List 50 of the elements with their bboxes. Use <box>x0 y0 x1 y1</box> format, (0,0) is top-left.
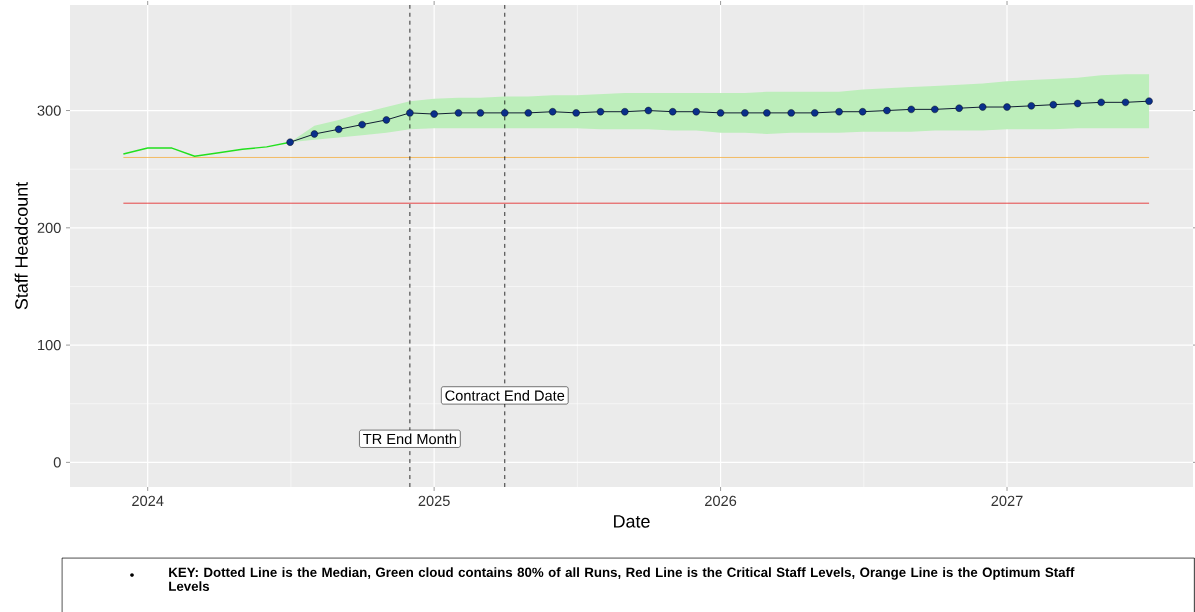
point <box>430 110 438 118</box>
point <box>1121 98 1130 106</box>
point <box>572 109 580 117</box>
point <box>883 106 891 115</box>
point <box>1097 98 1105 106</box>
y-tick-label: 200 <box>37 222 61 233</box>
point <box>907 105 915 114</box>
y-tick-label: 100 <box>38 339 61 351</box>
point <box>310 130 319 138</box>
point <box>955 104 963 112</box>
point <box>1003 103 1011 111</box>
x-tick-label: 2025 <box>418 495 450 507</box>
y-tick-label: 300 <box>37 105 61 116</box>
point <box>621 108 629 116</box>
point <box>644 106 653 115</box>
y-tick-label: 0 <box>53 457 61 468</box>
point <box>1145 97 1153 105</box>
point <box>858 108 867 116</box>
point <box>524 109 532 117</box>
ref-line-label: TR End Month <box>363 433 456 445</box>
point <box>716 109 725 117</box>
point <box>548 108 557 116</box>
point <box>979 103 987 111</box>
point <box>501 109 509 117</box>
x-tick-label: 2024 <box>132 495 164 507</box>
point <box>811 109 819 117</box>
point <box>335 125 343 133</box>
point <box>763 109 771 117</box>
ref-line-label: Contract End Date <box>445 390 565 401</box>
point <box>669 108 677 116</box>
point <box>596 108 605 116</box>
point <box>692 108 700 116</box>
point <box>358 120 366 129</box>
x-tick-label: 2026 <box>705 495 737 507</box>
point <box>1027 102 1035 110</box>
point <box>406 109 414 117</box>
point <box>835 108 843 116</box>
point <box>1049 101 1057 109</box>
x-tick-label: 2027 <box>991 495 1023 507</box>
point <box>1074 99 1082 108</box>
x-axis-title: Date <box>614 515 650 528</box>
point <box>741 109 749 117</box>
point <box>382 116 391 124</box>
point <box>931 105 939 114</box>
point <box>787 109 795 117</box>
point <box>286 138 294 146</box>
point <box>454 109 463 117</box>
point <box>476 109 485 117</box>
y-axis-title: Staff Headcount <box>14 182 28 310</box>
text: KEY: Dotted Line is the Median, Green cloud contains 80% of all Runs, Red Line is the Critical Staff Levels, Orange Line is the Optimum Staff Levels <box>169 567 1075 591</box>
